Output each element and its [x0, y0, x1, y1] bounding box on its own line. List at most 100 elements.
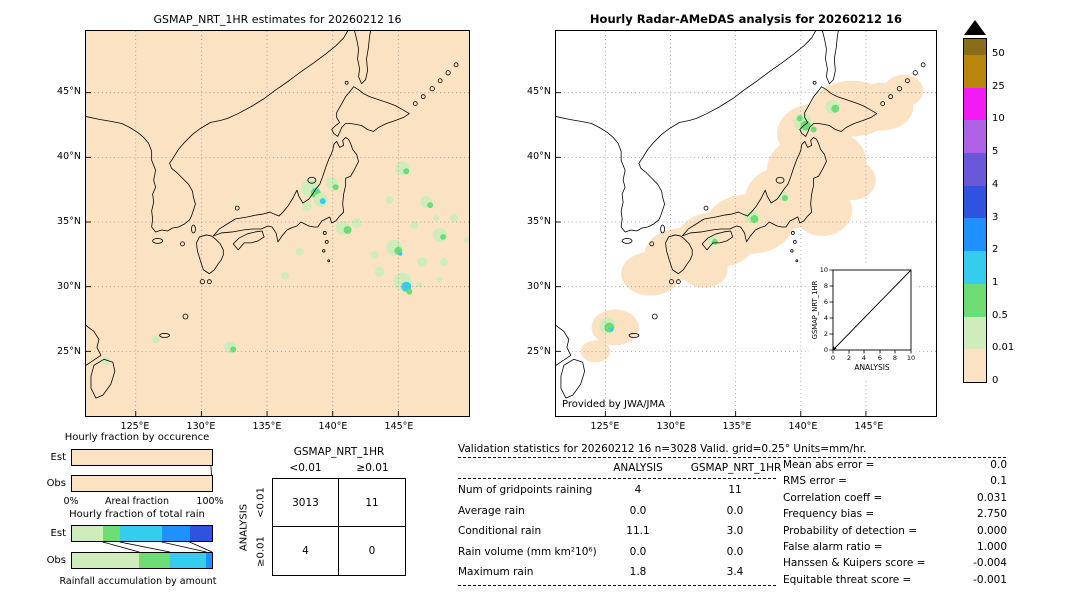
colorbar-band — [964, 251, 986, 284]
colorbar-tick-label: 10 — [992, 113, 1005, 125]
left-map — [85, 30, 470, 417]
validation-analysis-value: 0.0 — [629, 545, 647, 558]
inset-x-tick: 6 — [878, 354, 882, 362]
score-value: 0.1 — [990, 475, 1007, 488]
lon-tick-label: 145°E — [384, 421, 414, 432]
inset-y-tick: 2 — [824, 330, 828, 338]
validation-row-label: Rain volume (mm km²10⁶) — [458, 545, 597, 558]
segment-connector-line — [119, 542, 171, 552]
score-row: Equitable threat score = -0.001 — [783, 574, 1007, 590]
inset-y-tick: 10 — [820, 266, 828, 274]
inset-x-tick-labels: 0 2 4 6 8 10 — [831, 354, 915, 362]
validation-title: Validation statistics for 20260212 16 n=… — [458, 443, 867, 455]
segment-connector-line — [210, 466, 212, 475]
validation-row: Conditional rain 11.1 3.0 — [458, 522, 776, 543]
right-map: 0 2 4 6 8 10 0 2 4 6 8 10 ANALYSIS GSMAP… — [555, 30, 937, 417]
score-value: 1.000 — [976, 540, 1007, 553]
validation-col-header-gsmap: GSMAP_NRT_1HR — [690, 462, 782, 474]
inset-y-tick: 6 — [824, 298, 828, 306]
lon-tick-label: 125°E — [590, 421, 620, 432]
validation-analysis-value: 1.8 — [629, 566, 647, 579]
lat-tick-label: 30°N — [527, 281, 551, 292]
contingency-row-label-ge: ≥0.01 — [255, 536, 267, 567]
score-row: Correlation coeff = 0.031 — [783, 492, 1007, 508]
divider-top — [458, 457, 1006, 458]
total-est-label: Est — [50, 528, 66, 539]
colorbar-tick-label: 25 — [992, 80, 1005, 92]
scatter-inset-canvas: 0 2 4 6 8 10 0 2 4 6 8 10 ANALYSIS GSMAP… — [811, 266, 915, 372]
lon-tick-label: 130°E — [656, 421, 686, 432]
total-obs-label: Obs — [46, 555, 66, 566]
occurrence-connectors — [210, 466, 212, 475]
lat-tick-label: 40°N — [57, 151, 81, 162]
lon-tick-label: 130°E — [186, 421, 216, 432]
validation-row-label: Conditional rain — [458, 525, 542, 538]
bar-segment — [206, 553, 212, 568]
validation-table: Num of gridpoints raining 4 11 Average rain… — [458, 481, 776, 584]
areal-fraction-axis-min: 0% — [63, 496, 79, 507]
total-rain-caption: Rainfall accumulation by amount — [59, 576, 217, 587]
colorbar-band — [964, 349, 986, 382]
bar-segment — [72, 526, 103, 541]
lon-tick-label: 140°E — [788, 421, 818, 432]
colorbar-band — [964, 87, 986, 121]
lon-tick-label: 140°E — [318, 421, 348, 432]
validation-analysis-value: 0.0 — [629, 504, 647, 517]
validation-gsmap-value: 0.0 — [726, 504, 744, 517]
lon-tick-label: 125°E — [120, 421, 150, 432]
colorbar-tick-label: 4 — [992, 178, 999, 190]
total-rain-chart-title: Hourly fraction of total rain — [69, 509, 205, 520]
inset-xlabel: ANALYSIS — [854, 363, 890, 372]
colorbar-overflow-triangle-icon — [964, 20, 986, 35]
occurrence-est-label: Est — [50, 452, 66, 463]
inset-ylabel: GSMAP_NRT_1HR — [811, 280, 819, 339]
lat-tick-label: 30°N — [57, 281, 81, 292]
contingency-cell-10: 4 — [273, 527, 339, 575]
colorbar-band — [964, 283, 986, 317]
contingency-col-label-ge: ≥0.01 — [356, 462, 389, 474]
divider-bottom — [458, 585, 776, 586]
bar-segment — [72, 450, 211, 465]
validation-analysis-value: 11.1 — [626, 525, 650, 538]
inset-tick-marks — [829, 269, 912, 354]
score-row: RMS error = 0.1 — [783, 475, 1007, 491]
colorbar-tick-label: 5 — [992, 146, 999, 158]
score-value: 0.031 — [976, 491, 1007, 504]
bar-segment — [102, 526, 120, 541]
score-row: Mean abs error = 0.0 — [783, 459, 1007, 475]
colorbar-tick-label: 2 — [992, 244, 999, 256]
right-map-rain-cells — [599, 99, 840, 334]
segment-connector-line — [161, 542, 207, 552]
score-value: 0.000 — [976, 524, 1007, 537]
colorbar-band — [964, 120, 986, 154]
lon-tick-label: 135°E — [252, 421, 282, 432]
validation-row: Num of gridpoints raining 4 11 — [458, 481, 776, 502]
bar-segment — [161, 526, 190, 541]
colorbar-tick-label: 0.5 — [992, 309, 1008, 321]
contingency-cell-00: 3013 — [273, 479, 339, 527]
occurrence-chart-title: Hourly fraction by occurence — [64, 432, 210, 443]
validation-row: Rain volume (mm km²10⁶) 0.0 0.0 — [458, 543, 776, 564]
validation-gsmap-value: 3.0 — [726, 525, 744, 538]
contingency-cell-11: 0 — [368, 545, 376, 557]
score-row: Hanssen & Kuipers score = -0.004 — [783, 557, 1007, 573]
colorbar-band — [964, 218, 986, 252]
bar-segment — [210, 450, 212, 465]
colorbar — [963, 38, 987, 383]
inset-x-tick: 4 — [862, 354, 866, 362]
lat-tick-label: 35°N — [527, 216, 551, 227]
lat-tick-label: 35°N — [57, 216, 81, 227]
lat-tick-label: 25°N — [527, 346, 551, 357]
contingency-title: GSMAP_NRT_1HR — [293, 446, 385, 458]
bar-segment — [119, 526, 162, 541]
one-to-one-line — [832, 269, 912, 351]
segment-connector-line — [102, 542, 140, 552]
areal-fraction-axis-label: Areal fraction — [104, 496, 169, 507]
contingency-row-axis-label: ANALYSIS — [238, 503, 250, 552]
validation-scores: Mean abs error = 0.0 RMS error = 0.1 Correla… — [783, 459, 1007, 590]
left-map-axis-ticks — [86, 92, 399, 416]
score-label: Hanssen & Kuipers score = — [783, 557, 926, 570]
right-map-axis-ticks — [556, 92, 867, 416]
left-map-gridlines — [86, 31, 469, 416]
